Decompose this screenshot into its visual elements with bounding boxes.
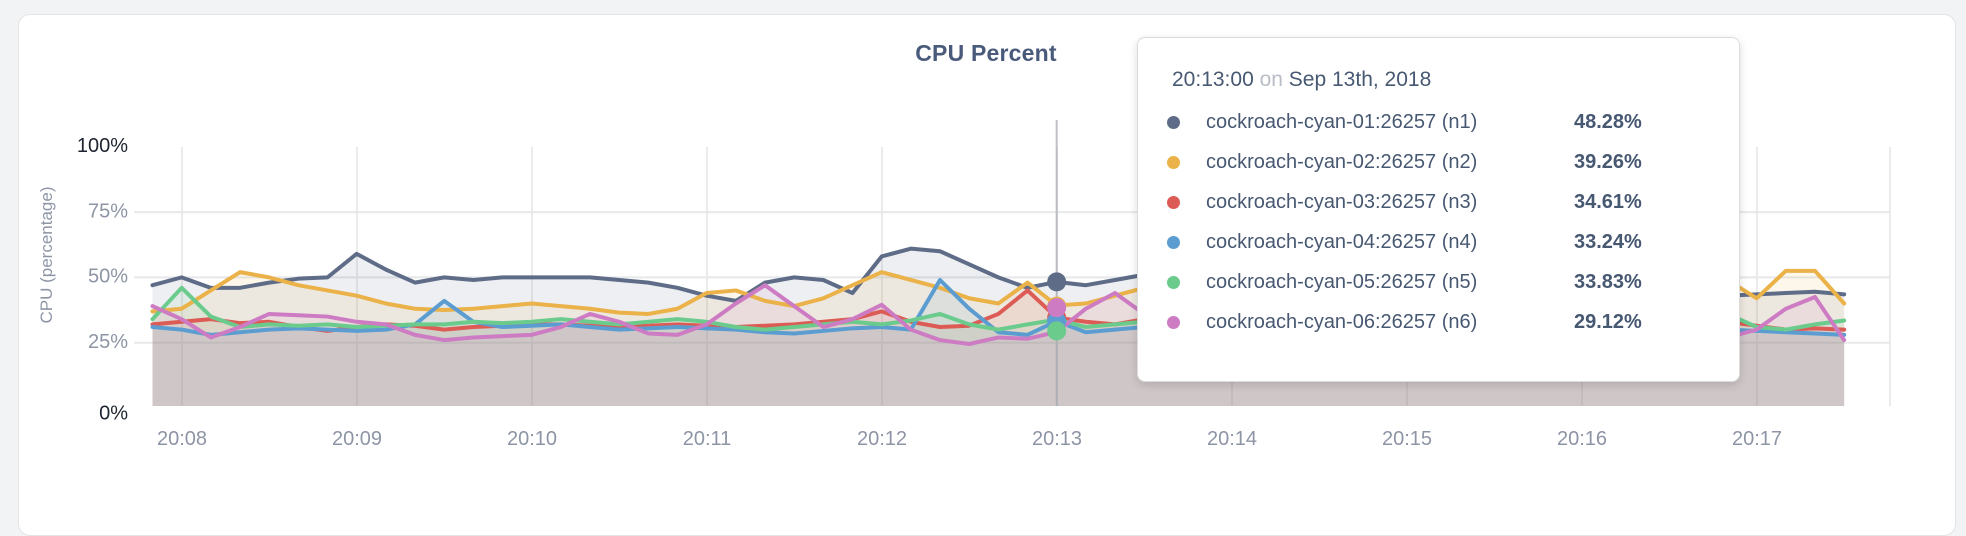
series-value: 33.83% [1574, 270, 1642, 293]
y-axis-tick-label: 25% [88, 331, 128, 353]
x-axis-tick-label: 20:10 [507, 428, 557, 450]
series-value: 48.28% [1574, 110, 1642, 133]
tooltip-date: Sep 13th, 2018 [1288, 68, 1432, 91]
x-axis-tick-label: 20:12 [857, 428, 907, 450]
hover-tooltip: 20:13:00 on Sep 13th, 2018 cockroach-cya… [1137, 37, 1740, 382]
y-axis-tick-label: 0% [99, 402, 128, 424]
tooltip-time: 20:13:00 [1172, 68, 1254, 91]
x-axis-tick-label: 20:13 [1032, 428, 1082, 450]
tooltip-row: cockroach-cyan-05:26257 (n5) 33.83% [1166, 262, 1709, 302]
y-axis-tick-label: 100% [77, 135, 128, 157]
tooltip-row: cockroach-cyan-06:26257 (n6) 29.12% [1166, 302, 1709, 342]
series-name: cockroach-cyan-05:26257 (n5) [1206, 270, 1478, 293]
series-color-dot [1167, 195, 1180, 209]
series-name: cockroach-cyan-02:26257 (n2) [1206, 150, 1478, 173]
x-axis-tick-label: 20:15 [1382, 428, 1432, 450]
hover-marker [1047, 298, 1067, 318]
series-name: cockroach-cyan-03:26257 (n3) [1206, 190, 1478, 213]
chart-title: CPU Percent [915, 40, 1057, 66]
x-axis-tick-label: 20:16 [1557, 428, 1607, 450]
hover-marker [1047, 321, 1067, 341]
tooltip-row: cockroach-cyan-01:26257 (n1) 48.28% [1166, 102, 1709, 142]
hover-marker [1047, 272, 1067, 292]
tooltip-row: cockroach-cyan-02:26257 (n2) 39.26% [1166, 142, 1709, 182]
series-color-dot [1167, 275, 1180, 289]
series-color-dot [1167, 155, 1180, 169]
tooltip-on-word: on [1259, 68, 1283, 91]
tooltip-header: 20:13:00 on Sep 13th, 2018 [1172, 68, 1709, 92]
tooltip-row: cockroach-cyan-03:26257 (n3) 34.61% [1166, 182, 1709, 222]
y-axis-title: CPU (percentage) [37, 186, 56, 323]
series-name: cockroach-cyan-06:26257 (n6) [1206, 310, 1478, 333]
series-color-dot [1167, 115, 1180, 129]
series-name: cockroach-cyan-04:26257 (n4) [1206, 230, 1478, 253]
page: { "header": { "title": "CPU Percent" }, … [18, 14, 1956, 536]
x-axis-tick-label: 20:09 [332, 428, 382, 450]
series-value: 34.61% [1574, 190, 1642, 213]
series-value: 39.26% [1574, 150, 1642, 173]
series-value: 33.24% [1574, 230, 1642, 253]
series-value: 29.12% [1574, 310, 1642, 333]
series-color-dot [1167, 235, 1180, 249]
x-axis-tick-label: 20:11 [683, 428, 732, 450]
tooltip-row: cockroach-cyan-04:26257 (n4) 33.24% [1166, 222, 1709, 262]
y-axis-tick-label: 50% [88, 266, 128, 288]
y-axis-tick-label: 75% [88, 200, 128, 222]
x-axis-tick-label: 20:14 [1207, 428, 1257, 450]
x-axis-tick-label: 20:17 [1732, 428, 1782, 450]
x-axis-tick-label: 20:08 [157, 428, 207, 450]
series-color-dot [1167, 315, 1180, 329]
series-name: cockroach-cyan-01:26257 (n1) [1206, 110, 1478, 133]
